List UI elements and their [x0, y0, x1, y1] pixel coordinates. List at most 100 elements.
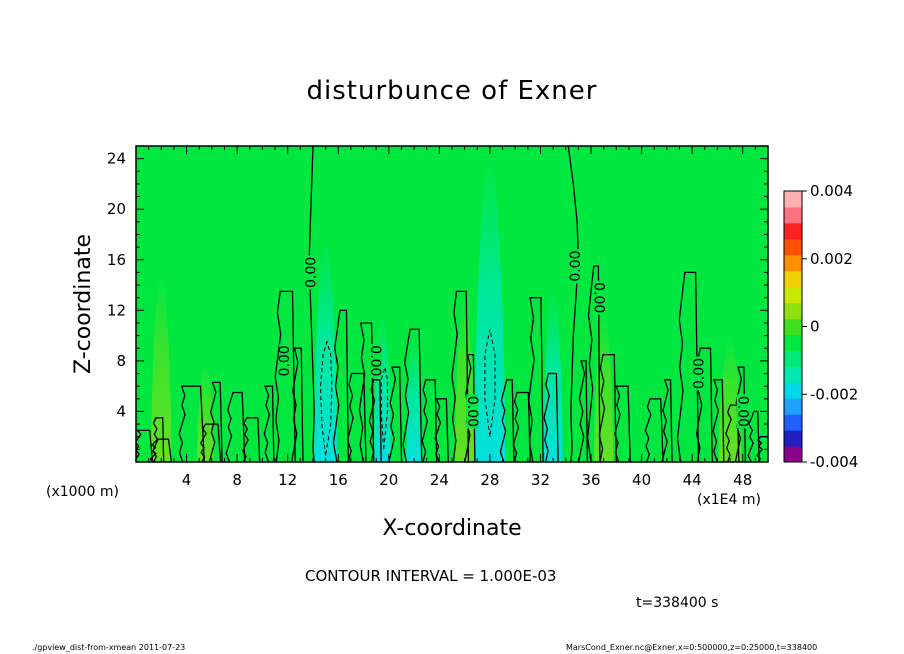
colorbar-swatch-14 [784, 222, 802, 240]
zero-contour-34 [725, 404, 740, 462]
zero-contour-18 [434, 398, 449, 462]
colorbar-swatch-8 [784, 318, 802, 335]
zero-contour-13 [358, 322, 375, 462]
contour-label-bg-7 [736, 394, 749, 429]
x-tick-label-2: 12 [278, 471, 297, 489]
x-axis-units-note: (x1000 m) [46, 484, 119, 500]
heatmap-feature-8 [718, 335, 742, 462]
y-tick-label-1: 8 [116, 352, 126, 370]
colorbar: 0.004 0.002 0 -0.002 -0.004 [783, 182, 858, 471]
contour-label-bg-5 [592, 280, 605, 315]
heatmap-feature-6 [197, 360, 214, 462]
colorbar-swatch-13 [784, 238, 802, 256]
colorbar-swatch-16 [784, 191, 802, 208]
zero-contour-27 [598, 353, 617, 462]
x-axis-label: X-coordinate [382, 516, 521, 541]
zero-contour-25 [577, 360, 589, 462]
colorbar-swatch-9 [784, 302, 802, 320]
colorbar-swatch-4 [784, 382, 802, 399]
colorbar-tick-label-1: 0.002 [810, 250, 853, 268]
zero-contour-30 [661, 379, 673, 462]
zero-contour-33 [712, 379, 725, 462]
zero-contour-24 [543, 372, 559, 462]
contour-lines [136, 146, 768, 462]
zero-contour-4 [199, 423, 222, 462]
time-label: t=338400 s [636, 595, 719, 611]
zero-contour-12 [347, 372, 367, 462]
contour-line-1 [567, 146, 580, 462]
zero-contour-23 [528, 297, 544, 462]
y-tick-label-5: 24 [107, 150, 126, 168]
contour-line-3 [380, 367, 388, 450]
contour-label-bg-3 [466, 394, 479, 429]
heatmap-feature-5 [151, 272, 172, 462]
x-tick-label-5: 24 [430, 471, 449, 489]
heatmap-feature-4 [406, 335, 422, 462]
zero-contour-8 [263, 385, 275, 462]
colorbar-swatch-7 [784, 334, 802, 351]
x-axis-factor-note: (x1E4 m) [697, 492, 761, 508]
axis-ticks [136, 146, 768, 462]
x-tick-label-6: 28 [480, 471, 499, 489]
contour-label-3: 0.00 [464, 396, 480, 427]
contour-line-0 [308, 146, 315, 462]
contour-line-2 [319, 340, 333, 456]
contour-label-bg-1 [279, 343, 292, 378]
colorbar-swatch-12 [784, 254, 802, 272]
contour-label-bg-0 [305, 255, 318, 290]
zero-contour-31 [676, 271, 700, 462]
contour-label-1: 0.00 [277, 345, 293, 376]
zero-contour-15 [388, 366, 403, 462]
zero-contour-29 [644, 398, 664, 462]
colorbar-swatch-6 [784, 350, 802, 367]
zero-contour-9 [274, 290, 296, 462]
x-tick-label-9: 40 [632, 471, 651, 489]
zero-contour-16 [402, 328, 423, 462]
x-tick-label-1: 8 [232, 471, 242, 489]
zero-contour-17 [421, 379, 438, 462]
contour-label-6: 0.00 [692, 358, 708, 389]
zero-contour-11 [332, 309, 350, 462]
zero-contour-2 [152, 417, 165, 462]
contour-labels: 0.00 0.00 0.00 0.00 0.00 0.00 0.00 0.00 [277, 249, 751, 429]
zero-contour-21 [499, 379, 515, 462]
contour-interval-note: CONTOUR INTERVAL = 1.000E-03 [305, 567, 557, 585]
colorbar-swatch-2 [784, 414, 802, 431]
contour-label-bg-2 [368, 343, 381, 378]
y-tick-label-2: 12 [107, 301, 126, 319]
chart-title: disturbunce of Exner [306, 76, 598, 106]
contour-label-bg-4 [569, 249, 582, 284]
contour-label-4: 0.00 [568, 250, 584, 281]
colorbar-swatch-5 [784, 366, 802, 383]
y-tick-label-0: 4 [116, 402, 126, 420]
y-tick-label-4: 20 [107, 200, 126, 218]
zero-contour-28 [614, 385, 631, 462]
heatmap-feature-2 [474, 152, 506, 462]
zero-contour-32 [695, 347, 713, 462]
colorbar-swatch-1 [784, 430, 802, 447]
colorbar-tick-label-0: 0.004 [810, 182, 853, 200]
x-tick-label-4: 20 [379, 471, 398, 489]
x-tick-label-10: 44 [683, 471, 702, 489]
x-tick-label-0: 4 [182, 471, 192, 489]
footer-left: ./gpview_dist-from-xmean 2011-07-23 [32, 643, 186, 652]
colorbar-swatch-10 [784, 286, 802, 304]
y-axis-label: Z-coordinate [71, 234, 96, 374]
zero-contour-36 [747, 410, 760, 462]
y-tick-label-3: 16 [107, 251, 126, 269]
contour-label-2: 0.00 [367, 345, 383, 376]
colorbar-swatch-0 [784, 446, 802, 463]
zero-contour-6 [225, 391, 246, 462]
colorbar-tick-label-3: -0.002 [810, 385, 858, 403]
x-tick-label-3: 16 [329, 471, 348, 489]
contour-label-bg-6 [693, 356, 706, 391]
zero-contour-5 [208, 381, 223, 462]
colorbar-tick-label-2: 0 [810, 318, 820, 336]
contour-line-4 [484, 329, 496, 437]
x-tick-label-8: 36 [581, 471, 600, 489]
x-tick-label-7: 32 [531, 471, 550, 489]
colorbar-tick-label-4: -0.004 [810, 453, 858, 471]
contour-label-0: 0.00 [304, 257, 320, 288]
zero-contour-26 [586, 265, 601, 462]
